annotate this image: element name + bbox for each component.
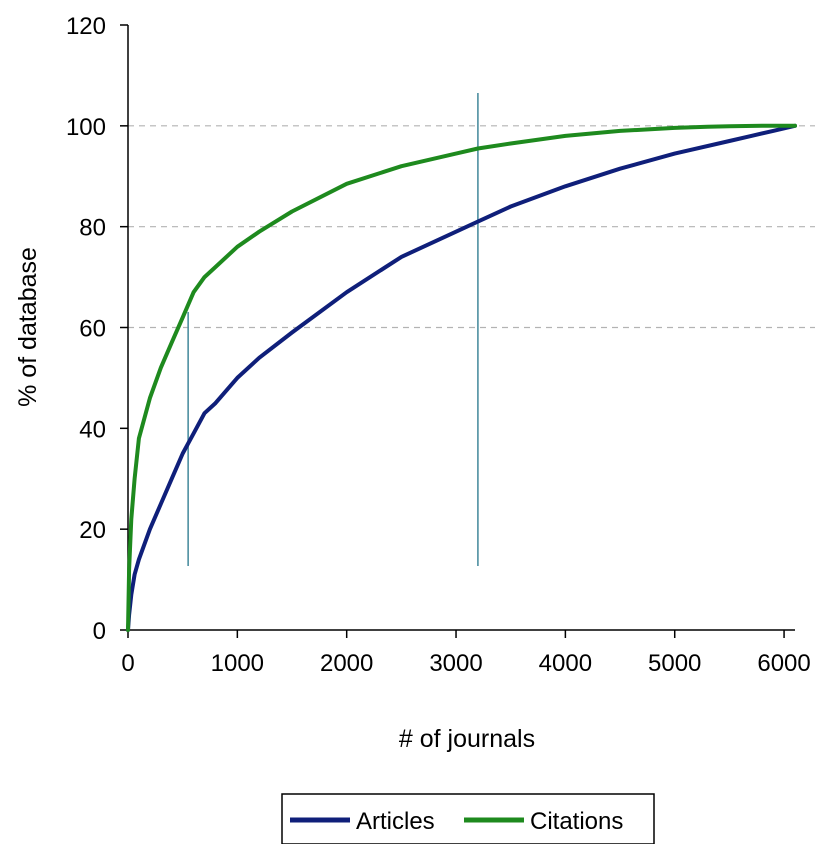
x-tick-label-0: 0 xyxy=(121,650,134,677)
x-tick-label-6000: 6000 xyxy=(757,650,810,677)
x-tick-label-3000: 3000 xyxy=(429,650,482,677)
x-tick-label-5000: 5000 xyxy=(648,650,701,677)
y-axis-title: % of database xyxy=(14,247,42,407)
legend: Articles Citations xyxy=(281,793,655,844)
tick-labels: 0 20 40 60 80 100 120 0 1000 2000 3000 4000 5000 6000 xyxy=(66,13,811,677)
y-tick-label-40: 40 xyxy=(79,416,106,443)
y-tick-label-80: 80 xyxy=(79,215,106,242)
x-tick-label-1000: 1000 xyxy=(211,650,264,677)
x-tick-label-2000: 2000 xyxy=(320,650,373,677)
series-line-citations xyxy=(126,123,797,632)
x-tick-label-4000: 4000 xyxy=(539,650,592,677)
axes xyxy=(120,24,795,638)
y-tick-label-20: 20 xyxy=(79,517,106,544)
legend-label-citations: Citations xyxy=(530,808,623,835)
y-tick-label-100: 100 xyxy=(66,114,106,141)
y-tick-label-0: 0 xyxy=(93,618,106,645)
x-axis-title: # of journals xyxy=(399,725,535,753)
series-line-articles xyxy=(126,123,797,632)
reference-lines xyxy=(187,93,479,566)
series-lines xyxy=(126,123,797,632)
y-tick-label-60: 60 xyxy=(79,316,106,343)
y-tick-label-120: 120 xyxy=(66,13,106,40)
legend-label-articles: Articles xyxy=(356,808,435,835)
